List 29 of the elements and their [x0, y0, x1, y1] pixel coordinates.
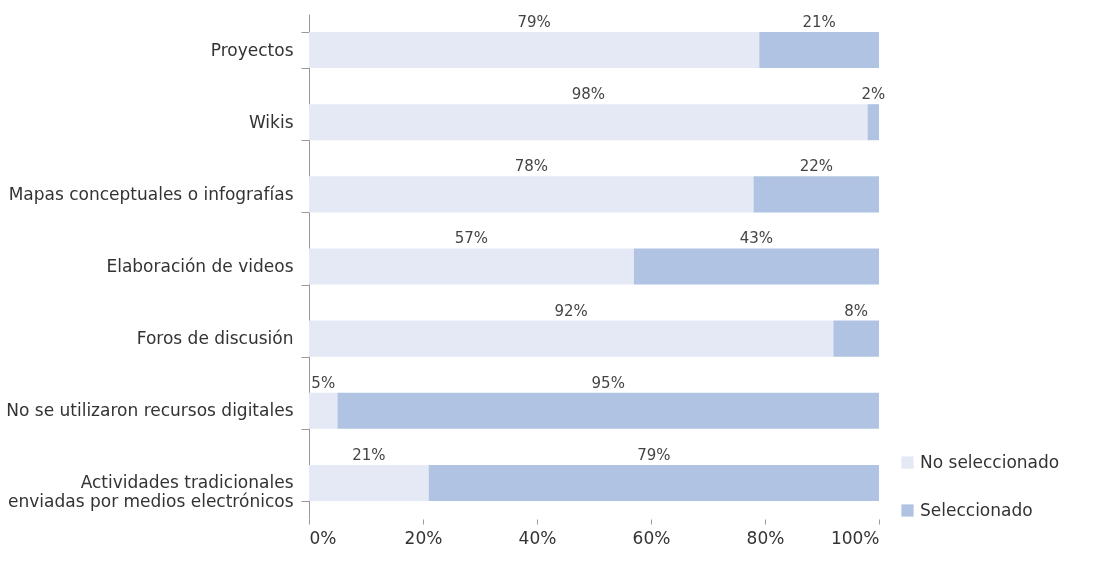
data-label: 22% [799, 157, 833, 176]
data-label: 95% [591, 373, 625, 392]
legend-label: Seleccionado [920, 499, 1033, 520]
data-label: 8% [844, 301, 869, 320]
data-label: 79% [637, 445, 671, 464]
x-tick-label: 40% [518, 527, 557, 548]
data-label: 79% [517, 13, 551, 32]
y-tick-label: Elaboración de videos [106, 256, 294, 276]
y-tick-label: No se utilizaron recursos digitales [6, 400, 294, 421]
data-label: 98% [571, 85, 605, 104]
y-tick-label: Actividades tradicionales enviadas por medios electrónicos [8, 472, 294, 512]
data-label: 92% [554, 301, 588, 320]
x-tick-label: 0% [309, 527, 337, 548]
data-label: 78% [514, 157, 548, 176]
legend-label: No seleccionado [920, 451, 1060, 472]
y-tick-label: Wikis [248, 111, 294, 132]
x-tick-label: 20% [404, 527, 443, 548]
x-tick-label: 60% [632, 527, 671, 548]
x-tick-label: 80% [746, 527, 785, 548]
x-tick-label: 100% [830, 527, 880, 548]
y-tick-label: Foros de discusión [136, 328, 294, 349]
data-label: 21% [802, 13, 836, 32]
data-label: 2% [861, 85, 886, 104]
data-label: 21% [352, 445, 386, 464]
data-label: 57% [454, 229, 489, 248]
y-tick-label: Mapas conceptuales o infografías [8, 183, 294, 204]
data-label: 43% [739, 229, 774, 248]
y-tick-label: Proyectos [210, 39, 294, 60]
data-label: 5% [311, 373, 336, 392]
